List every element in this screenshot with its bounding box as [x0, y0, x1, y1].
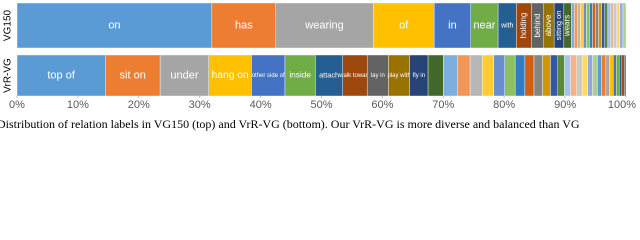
bar-segment — [601, 54, 607, 97]
bar-segment — [595, 2, 599, 49]
bar-segment — [16, 54, 106, 97]
bar-segment — [598, 2, 602, 49]
segment-label: lay in — [371, 73, 385, 79]
bar-segment — [564, 54, 571, 97]
segment-label: above — [544, 14, 553, 36]
bar-segment — [427, 54, 444, 97]
bar-segment — [570, 2, 575, 49]
x-tick-label: 50% — [310, 99, 332, 111]
bar-segment — [604, 2, 608, 49]
bar-segment — [577, 2, 581, 49]
bar-segment — [284, 54, 316, 97]
bar-segment — [514, 54, 526, 97]
bar-segment — [586, 2, 590, 49]
bar-segment — [208, 54, 252, 97]
bar-segment — [315, 54, 344, 97]
segment-label: holding — [519, 13, 528, 39]
segment-label: walk toward — [338, 73, 371, 79]
bar-segment — [583, 2, 587, 49]
segment-label: other side of — [252, 73, 285, 79]
x-tick-label: 70% — [432, 99, 454, 111]
segment-label: of — [399, 19, 409, 31]
segment-label: attach — [319, 70, 339, 79]
bar-segment — [570, 54, 577, 97]
bar-segment — [589, 2, 593, 49]
caption: Distribution of relation labels in VG150… — [0, 117, 580, 131]
x-tick-label: 60% — [371, 99, 393, 111]
bar-segment — [504, 54, 516, 97]
chart: Distribution of relation labels in VG150… — [0, 2, 636, 131]
bar-segment — [433, 2, 471, 49]
bar-segment — [616, 2, 621, 49]
bar-segment — [524, 54, 535, 97]
segment-label: sit on — [120, 69, 146, 81]
bar-segment — [550, 54, 558, 97]
bar-segment — [251, 54, 286, 97]
bar-segment — [574, 2, 578, 49]
x-tick-label: 30% — [189, 99, 211, 111]
bar-segment — [105, 54, 161, 97]
bar-segment — [616, 54, 620, 97]
bar-segment — [622, 2, 627, 49]
bar-segment — [619, 2, 624, 49]
bar-segment — [613, 54, 617, 97]
bar-segment — [533, 54, 543, 97]
bar-segment — [580, 2, 584, 49]
bar-segment — [443, 54, 458, 97]
bar-segment — [275, 2, 374, 49]
segment-label: top of — [47, 69, 75, 81]
x-tick-label: 80% — [493, 99, 515, 111]
segment-label: has — [235, 19, 253, 31]
bar-segment — [623, 54, 627, 97]
x-tick-label: 90% — [554, 99, 576, 111]
y-axis-label: VG150 — [3, 9, 14, 41]
bar-segment — [587, 54, 593, 97]
bar-segment — [609, 54, 614, 97]
bar-segment — [493, 54, 506, 97]
bar-segment — [342, 54, 368, 97]
bar-segment — [557, 54, 565, 97]
bar-segment — [469, 54, 483, 97]
segment-label: inside — [289, 70, 311, 80]
y-axis-label: VrR-VG — [3, 58, 14, 93]
segment-label: in — [448, 19, 457, 31]
bar-segment — [605, 54, 610, 97]
segment-label: wearing — [304, 19, 344, 31]
bar-segment — [621, 54, 625, 97]
bar-segment — [592, 54, 598, 97]
segment-label: on — [108, 19, 120, 31]
segment-label: near — [473, 19, 495, 31]
x-tick-label: 10% — [67, 99, 89, 111]
bar-segment — [373, 2, 435, 49]
x-tick-label: 100% — [608, 99, 636, 111]
bar-segment — [597, 54, 602, 97]
segment-label: play with — [387, 73, 410, 79]
bar-segment — [576, 54, 583, 97]
bar-segment — [613, 2, 618, 49]
bar-segment — [211, 2, 277, 49]
segment-label: fly in — [413, 73, 425, 79]
bar-segment — [159, 54, 210, 97]
bar-segment — [619, 54, 622, 97]
bar-segment — [482, 54, 495, 97]
segment-label: wears — [563, 15, 572, 37]
x-tick-label: 0% — [9, 99, 25, 111]
bar-segment — [581, 54, 588, 97]
segment-label: with — [500, 22, 513, 29]
segment-label: sitting on — [554, 11, 563, 41]
bar-segment — [607, 2, 611, 49]
bar-segment — [592, 2, 596, 49]
x-tick-label: 20% — [128, 99, 150, 111]
segment-label: hang on — [212, 70, 249, 81]
segment-label: under — [170, 69, 198, 81]
bar-segment — [470, 2, 499, 49]
bar-segment — [610, 2, 615, 49]
bar-segment — [542, 54, 551, 97]
bar-segment — [601, 2, 605, 49]
bar-segment — [457, 54, 471, 97]
segment-label: behind — [533, 13, 542, 37]
x-tick-label: 40% — [250, 99, 272, 111]
bar-segment — [16, 2, 213, 49]
